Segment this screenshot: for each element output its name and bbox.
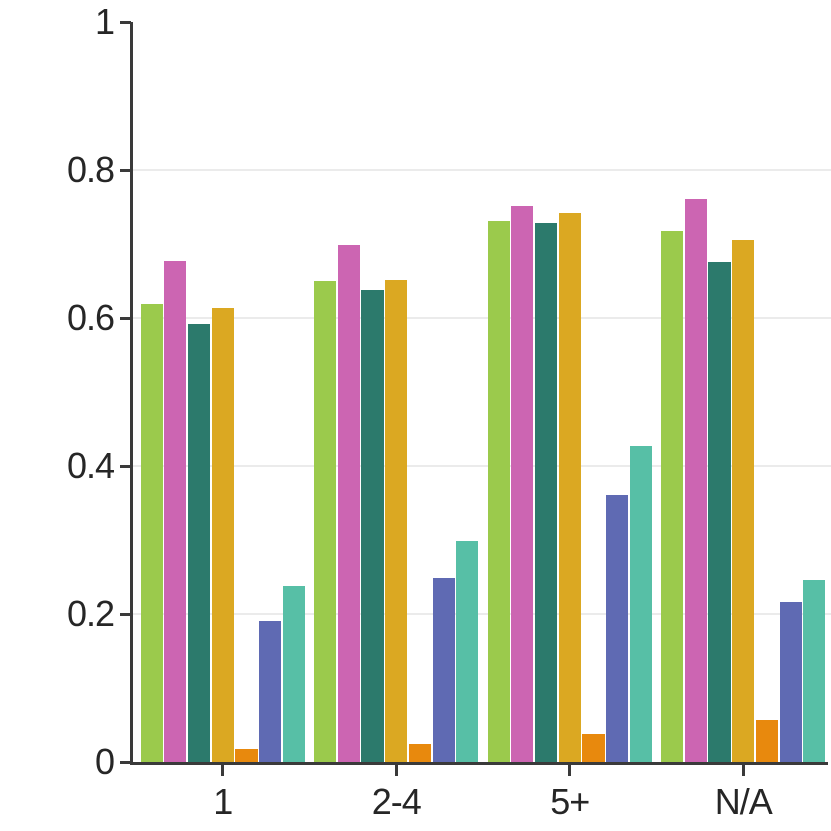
- bar-turquoise-2-4: [456, 541, 479, 762]
- bar-magenta-5+: [511, 206, 534, 762]
- bar-turquoise-5+: [629, 446, 652, 762]
- y-axis-line: [130, 22, 133, 765]
- x-tick-label-5+: 5+: [550, 781, 590, 822]
- bar-gold-1: [211, 308, 234, 762]
- x-tick-label-2-4: 2-4: [371, 781, 422, 822]
- gridline-0.2: [132, 613, 831, 615]
- y-tick-label-0.8: 0.8: [66, 149, 115, 190]
- bar-gold-N/A: [732, 240, 755, 762]
- bar-turquoise-1: [282, 586, 305, 762]
- y-tick-label-0.6: 0.6: [66, 297, 115, 338]
- y-tick-0.8: [120, 169, 131, 172]
- x-tick-N/A: [741, 765, 745, 776]
- y-tick-label-1: 1: [94, 1, 115, 42]
- x-axis-line: [130, 762, 828, 765]
- y-tick-label-0: 0: [94, 741, 115, 782]
- bar-orange-5+: [582, 734, 605, 762]
- bar-green-N/A: [661, 231, 684, 762]
- bar-blue-N/A: [779, 602, 802, 762]
- x-tick-label-N/A: N/A: [714, 781, 773, 822]
- bar-green-5+: [487, 221, 510, 762]
- bar-turquoise-N/A: [803, 580, 826, 762]
- gridline-0.8: [132, 169, 831, 171]
- bar-blue-2-4: [432, 578, 455, 762]
- x-tick-2-4: [394, 765, 398, 776]
- bar-orange-1: [235, 749, 258, 762]
- bar-blue-5+: [606, 495, 629, 762]
- bar-gold-5+: [558, 213, 581, 762]
- gridline-0.6: [132, 317, 831, 319]
- y-tick-0.2: [120, 613, 131, 616]
- bar-magenta-N/A: [684, 199, 707, 762]
- bar-blue-1: [259, 621, 282, 762]
- bar-magenta-1: [164, 261, 187, 762]
- bar-teal-N/A: [708, 262, 731, 762]
- y-tick-label-0.4: 0.4: [66, 445, 115, 486]
- x-tick-5+: [568, 765, 572, 776]
- y-tick-0.6: [120, 317, 131, 320]
- y-tick-label-0.2: 0.2: [66, 593, 115, 634]
- gridline-0.4: [132, 465, 831, 467]
- y-tick-1: [120, 21, 131, 24]
- bar-orange-N/A: [755, 720, 779, 762]
- bar-teal-1: [187, 324, 211, 762]
- bar-green-1: [140, 304, 163, 762]
- bar-green-2-4: [314, 281, 337, 762]
- bar-orange-2-4: [408, 744, 432, 762]
- bar-teal-2-4: [361, 290, 384, 762]
- bar-magenta-2-4: [337, 245, 360, 762]
- bar-teal-5+: [534, 223, 558, 762]
- bar-gold-2-4: [385, 280, 408, 762]
- y-tick-0.4: [120, 465, 131, 468]
- x-tick-label-1: 1: [213, 781, 233, 822]
- y-tick-0: [120, 761, 131, 764]
- x-tick-1: [221, 765, 225, 776]
- plot-area: [136, 22, 830, 762]
